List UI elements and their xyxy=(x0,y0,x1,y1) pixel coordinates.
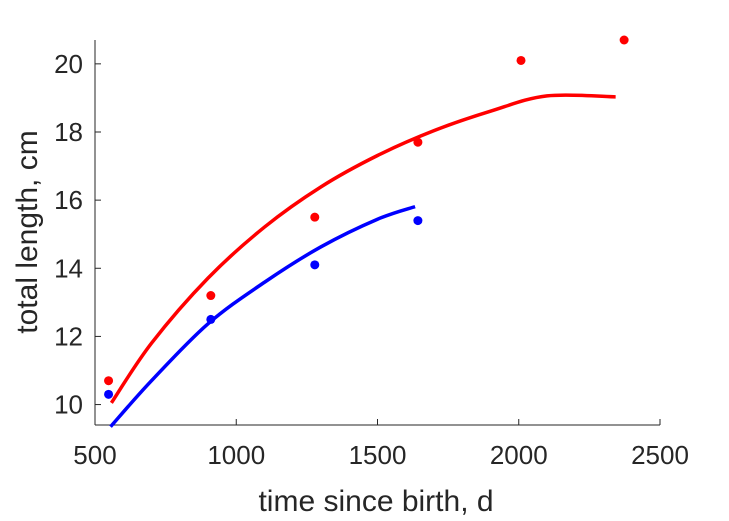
y-axis-label: total length, cm xyxy=(11,130,44,333)
y-tick-label: 10 xyxy=(54,390,83,420)
x-tick-label: 2000 xyxy=(490,440,548,470)
y-tick-label: 14 xyxy=(54,253,83,283)
x-tick-label: 2500 xyxy=(631,440,689,470)
x-tick-label: 1000 xyxy=(207,440,265,470)
data-point-1 xyxy=(310,260,320,270)
axes xyxy=(94,40,661,426)
data-point-0 xyxy=(206,291,216,301)
fit-lines xyxy=(109,93,616,428)
data-point-1 xyxy=(413,216,423,226)
data-point-1 xyxy=(104,389,114,399)
tick-labels: 500 1000 1500 2000 2500 10 12 14 16 18 20 xyxy=(54,49,689,470)
data-points xyxy=(104,35,629,399)
y-tick-label: 20 xyxy=(54,49,83,79)
x-tick-label: 500 xyxy=(73,440,116,470)
data-point-0 xyxy=(413,137,423,147)
x-axis-label: time since birth, d xyxy=(258,485,493,518)
y-tick-label: 18 xyxy=(54,117,83,147)
fit-line-0 xyxy=(109,93,616,404)
fit-line-1 xyxy=(109,204,416,428)
y-tick-label: 12 xyxy=(54,321,83,351)
data-point-0 xyxy=(310,212,320,222)
y-tick-label: 16 xyxy=(54,185,83,215)
data-point-1 xyxy=(206,314,216,324)
data-point-0 xyxy=(104,376,114,386)
data-point-0 xyxy=(516,55,526,65)
x-tick-label: 1500 xyxy=(349,440,407,470)
data-point-0 xyxy=(619,35,629,45)
